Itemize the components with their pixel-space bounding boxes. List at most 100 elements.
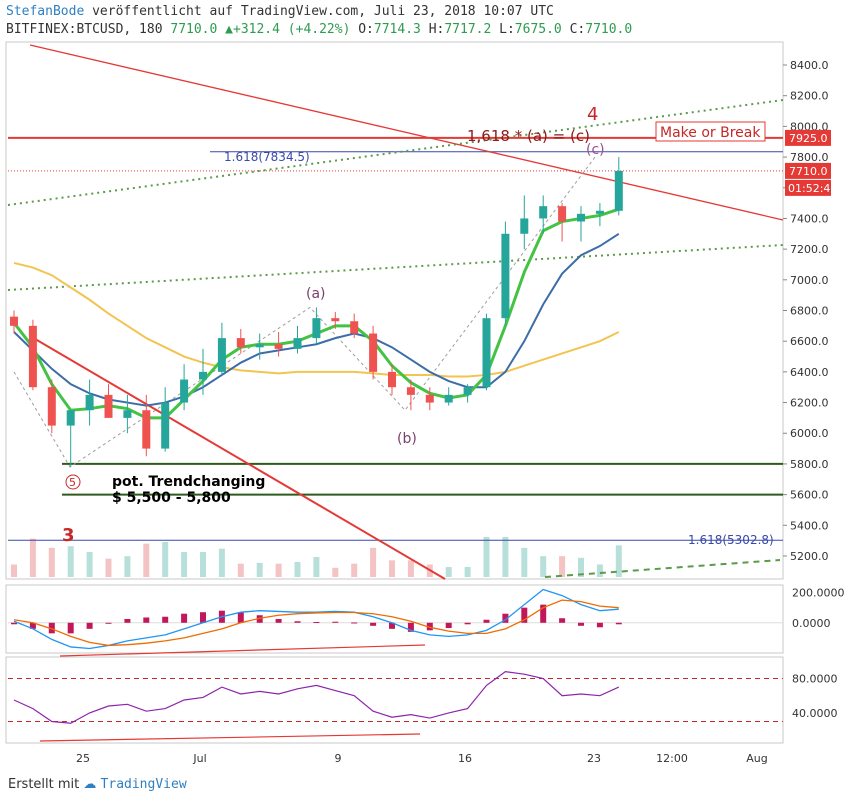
macd-histogram-bar <box>445 622 452 629</box>
wave-3-label: 3 <box>62 525 75 546</box>
support-range-label: $ 5,500 - 5,800 <box>112 490 231 506</box>
macd-histogram-bar <box>483 619 490 623</box>
macd-histogram-bar <box>615 622 622 625</box>
macd-histogram-bar <box>86 622 93 629</box>
price-tick-label: 6200.0 <box>790 397 829 410</box>
volume-bar <box>11 564 17 577</box>
candle-body <box>350 321 359 334</box>
macd-histogram-bar <box>67 622 74 634</box>
rsi-indicator: 80.0000 40.0000 <box>8 670 838 742</box>
price-change: +312.4 (+4.22%) <box>233 22 351 37</box>
symbol-label[interactable]: BITFINEX:BTCUSD, 180 <box>6 22 163 37</box>
candle-body <box>501 233 510 319</box>
open-value: 7714.3 <box>373 22 421 37</box>
tradingview-logo-icon: ☁ <box>83 777 97 792</box>
up-arrow-icon: ▲ <box>225 22 233 37</box>
price-tick-label: 5400.0 <box>790 519 829 532</box>
macd-histogram-bar <box>426 622 433 631</box>
tradingview-brand[interactable]: TradingView <box>100 777 187 792</box>
candle-body <box>595 210 604 214</box>
candle-body <box>406 387 415 395</box>
macd-histogram-bar <box>596 622 603 628</box>
time-tick-label: Aug <box>746 752 767 765</box>
wave-c-label: (c) <box>586 142 605 158</box>
price-tick-label: 5200.0 <box>790 550 829 563</box>
candle-body <box>369 333 378 372</box>
volume-bar <box>162 542 169 577</box>
volume-bar <box>578 557 584 577</box>
price-tick-label: 6600.0 <box>790 335 829 348</box>
macd-histogram-bar <box>124 619 131 623</box>
macd-histogram-bar <box>521 607 528 623</box>
open-label: O: <box>358 22 374 37</box>
volume-bar <box>464 567 471 577</box>
trend-change-label: pot. Trendchanging <box>112 474 265 490</box>
macd-histogram-bar <box>256 615 263 623</box>
candle-body <box>444 394 453 403</box>
candle-body <box>331 318 340 322</box>
volume-bar <box>351 563 358 577</box>
level-lines <box>8 136 783 541</box>
high-label: H: <box>428 22 445 37</box>
price-tick-label: 8200.0 <box>790 90 829 103</box>
descending-trend-line <box>29 44 784 221</box>
macd-histogram-bar <box>143 617 150 623</box>
countdown-tag: 01:52:49 <box>788 182 837 195</box>
macd-histogram-bar <box>237 612 244 623</box>
rsi-tick-label: 40.0000 <box>792 707 838 720</box>
candle-body <box>482 318 491 388</box>
footer: Erstellt mit ☁ TradingView <box>8 777 187 792</box>
wave-4-label: 4 <box>587 104 598 125</box>
candle-body <box>463 387 472 395</box>
candle-body <box>142 410 151 449</box>
elliott-wave-path <box>13 156 596 468</box>
macd-histogram-bar <box>578 622 584 626</box>
macd-histogram-bar <box>407 622 414 632</box>
volume-bar <box>67 546 74 577</box>
countdown-tag-bg <box>785 179 831 196</box>
close-value: 7710.0 <box>585 22 633 37</box>
macd-histogram-bar <box>332 621 339 623</box>
candle-body <box>558 206 567 222</box>
upper-channel-line <box>7 99 784 206</box>
candle-body <box>293 338 302 349</box>
macd-histogram-bar <box>540 604 547 623</box>
candle-body <box>388 371 396 388</box>
volume-bar <box>596 564 603 577</box>
author-name[interactable]: StefanBode <box>6 4 85 19</box>
make-or-break-label: Make or Break <box>660 125 761 141</box>
candle-body <box>539 206 548 219</box>
macd-histogram-bar <box>464 622 471 625</box>
macd-signal-line <box>13 599 619 647</box>
volume-bar <box>105 558 112 577</box>
price-axis: 8400.08200.08000.07800.07600.07400.07200… <box>783 59 837 563</box>
macd-line <box>13 588 619 650</box>
high-value: 7717.2 <box>444 22 492 37</box>
time-tick-label: Jul <box>192 752 206 765</box>
macd-histogram-bar <box>294 621 301 623</box>
annotations: 4 1,618 * (a) = (c)(c) Make or Break 1.618(… <box>62 104 774 547</box>
volume-bar <box>332 567 339 577</box>
trend-lines <box>7 44 784 580</box>
current-price-tag: 7710.0 <box>789 165 828 178</box>
candle-body <box>199 371 207 380</box>
volume-bar <box>143 543 150 577</box>
volume-bar <box>313 557 320 577</box>
last-price: 7710.0 <box>170 22 218 37</box>
wave-a-label: (a) <box>306 286 326 302</box>
macd-tick-label: 0.0000 <box>792 617 831 630</box>
price-tick-label: 6000.0 <box>790 427 829 440</box>
price-tick-label: 6800.0 <box>790 305 829 318</box>
make-or-break-price-tag: 7925.0 <box>789 132 828 145</box>
rsi-line <box>13 670 620 724</box>
rsi-tick-label: 80.0000 <box>792 673 838 686</box>
candle-body <box>312 318 321 339</box>
price-tick-label: 7400.0 <box>790 212 829 225</box>
macd-histogram-bar <box>11 622 17 625</box>
macd-tick-label: 200.0000 <box>792 587 845 600</box>
candle-body <box>217 338 226 372</box>
volume-bar <box>181 552 188 577</box>
time-tick-label: 12:00 <box>656 752 688 765</box>
